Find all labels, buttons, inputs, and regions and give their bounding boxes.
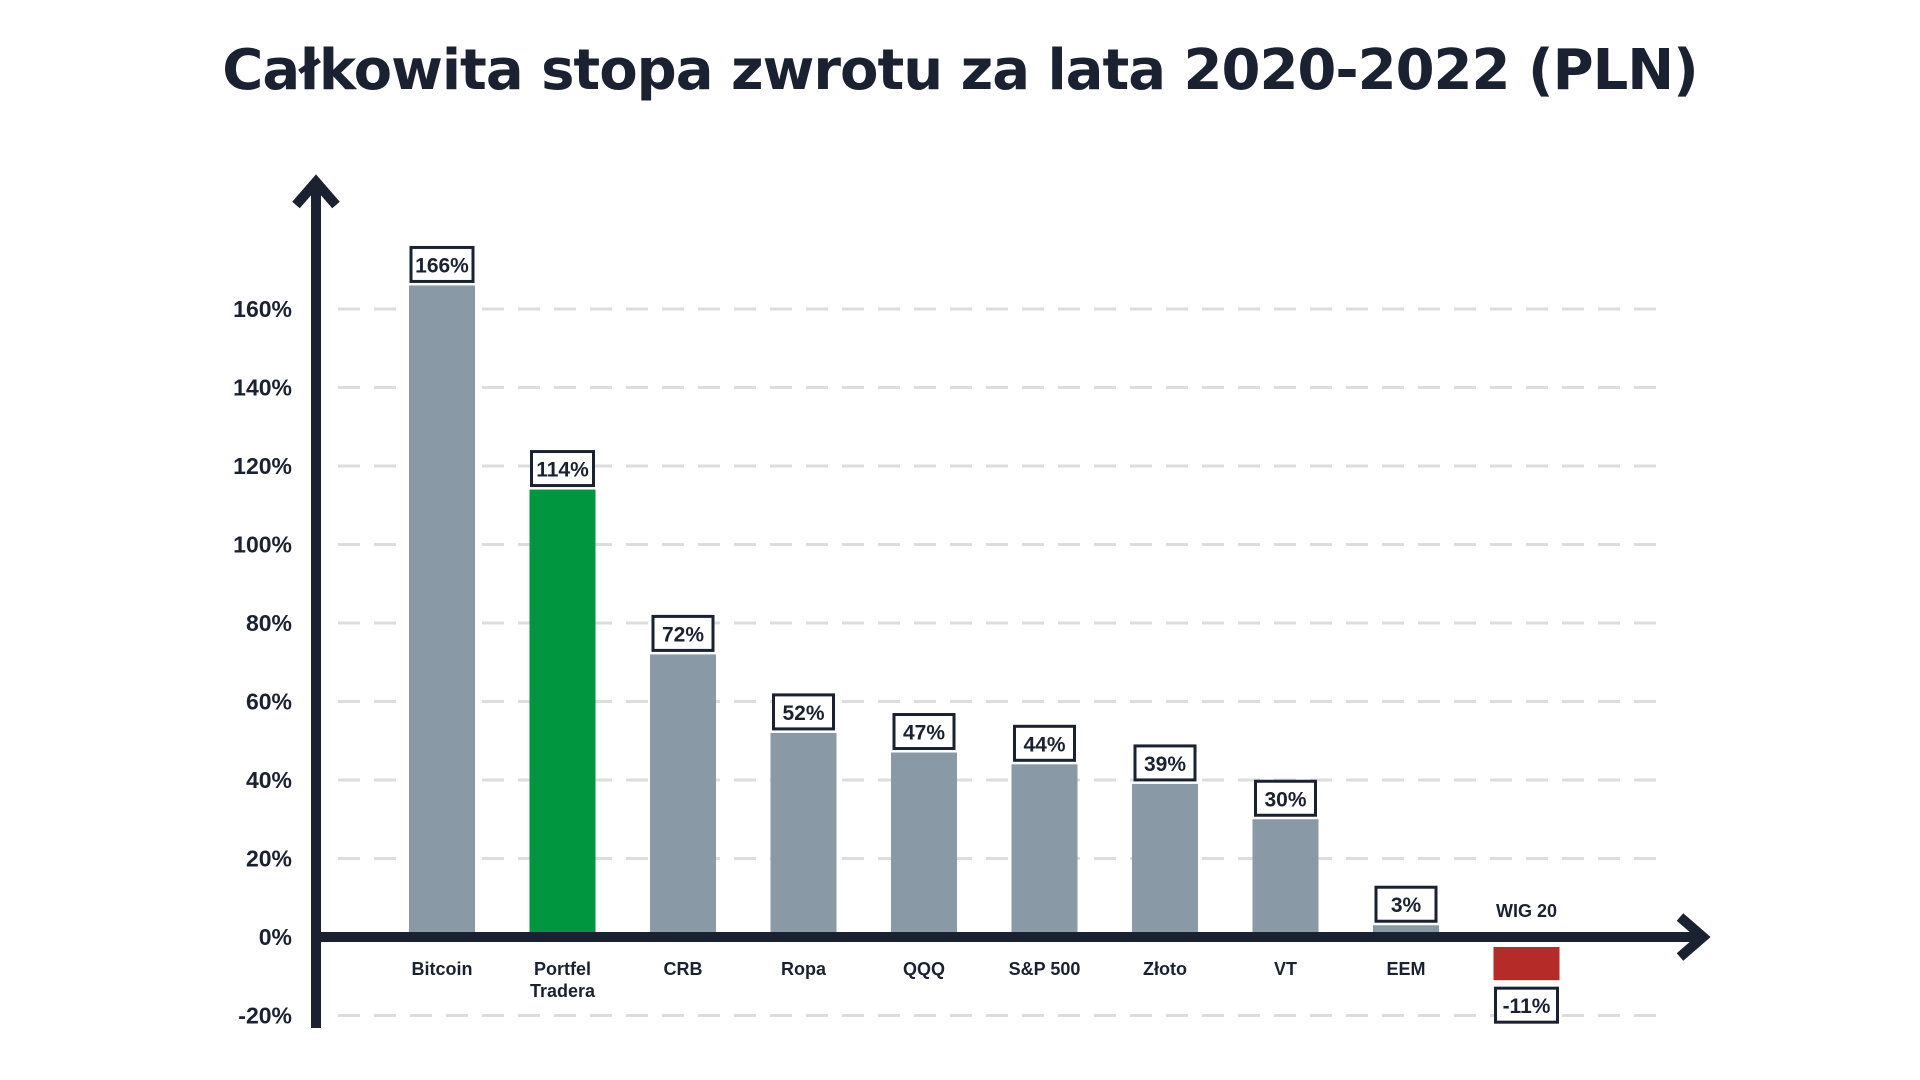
bar bbox=[1252, 819, 1319, 937]
bar bbox=[770, 732, 837, 937]
value-label-text: 72% bbox=[662, 623, 704, 646]
value-label: 47% bbox=[892, 713, 956, 751]
value-label-text: 44% bbox=[1023, 733, 1065, 756]
category-label: Ropa bbox=[781, 959, 827, 979]
category-label: Złoto bbox=[1143, 959, 1187, 979]
value-label: -11% bbox=[1494, 986, 1559, 1024]
value-label: 44% bbox=[1013, 724, 1076, 762]
value-label: 39% bbox=[1133, 744, 1197, 782]
value-label: 52% bbox=[772, 693, 835, 731]
axes bbox=[292, 174, 1711, 1028]
y-tick-label: -20% bbox=[238, 1003, 292, 1029]
y-tick-label: 160% bbox=[233, 296, 292, 322]
value-label: 72% bbox=[651, 614, 715, 652]
y-tick-label: 0% bbox=[259, 924, 292, 950]
value-label-text: 39% bbox=[1144, 753, 1186, 776]
x-axis-arrow bbox=[1676, 913, 1711, 961]
value-label-text: 47% bbox=[903, 722, 945, 745]
value-label-text: 30% bbox=[1264, 788, 1306, 811]
bar bbox=[1011, 764, 1078, 937]
y-tick-label: 60% bbox=[246, 689, 292, 715]
value-label-text: 114% bbox=[536, 459, 589, 482]
value-label-text: 52% bbox=[782, 702, 824, 725]
bar bbox=[891, 752, 957, 937]
category-label: WIG 20 bbox=[1496, 901, 1557, 921]
value-label-text: -11% bbox=[1503, 995, 1551, 1018]
category-label: S&P 500 bbox=[1009, 959, 1081, 979]
category-label: Bitcoin bbox=[412, 959, 473, 979]
y-tick-label: 20% bbox=[246, 846, 292, 872]
y-tick-label: 140% bbox=[233, 375, 292, 401]
category-label: VT bbox=[1274, 959, 1297, 979]
value-label-box bbox=[1374, 885, 1438, 923]
category-label: CRB bbox=[664, 959, 703, 979]
category-label: Tradera bbox=[530, 981, 596, 1001]
y-axis-ticks: -20% 0% 20% 40% 60% 80% 100% 120% 140% 160% bbox=[233, 296, 292, 1029]
y-tick-label: 80% bbox=[246, 610, 292, 636]
value-label-box bbox=[530, 450, 595, 488]
bar bbox=[1493, 947, 1560, 981]
category-label: Portfel bbox=[534, 959, 591, 979]
bar bbox=[1373, 925, 1439, 937]
bar bbox=[650, 654, 716, 937]
value-label-box bbox=[892, 713, 956, 751]
y-tick-label: 120% bbox=[233, 453, 292, 479]
value-label-box bbox=[1254, 779, 1317, 817]
bar bbox=[529, 489, 596, 937]
value-label-box bbox=[1013, 724, 1076, 762]
bar bbox=[1132, 783, 1198, 937]
value-label-box bbox=[409, 245, 475, 283]
value-label: 114% bbox=[530, 450, 595, 488]
value-label: 30% bbox=[1254, 779, 1317, 817]
value-label: 3% bbox=[1374, 885, 1438, 923]
y-tick-label: 40% bbox=[246, 767, 292, 793]
chart-title: Całkowita stopa zwrotu za lata 2020-2022… bbox=[222, 38, 1699, 103]
category-label: QQQ bbox=[903, 959, 945, 979]
bar bbox=[409, 285, 475, 937]
value-label: 166% bbox=[409, 245, 475, 283]
value-labels: 166% 114% 72% 52% 47% 44% 39% 30% 3% -11% bbox=[409, 245, 1559, 1024]
category-label: EEM bbox=[1386, 959, 1425, 979]
value-label-box bbox=[1494, 986, 1559, 1024]
y-tick-label: 100% bbox=[233, 532, 292, 558]
value-label-text: 166% bbox=[415, 254, 469, 277]
y-axis-arrow bbox=[292, 174, 340, 209]
bars bbox=[409, 285, 1560, 981]
value-label-box bbox=[1133, 744, 1197, 782]
value-label-box bbox=[772, 693, 835, 731]
value-label-box bbox=[651, 614, 715, 652]
value-label-text: 3% bbox=[1391, 894, 1422, 917]
